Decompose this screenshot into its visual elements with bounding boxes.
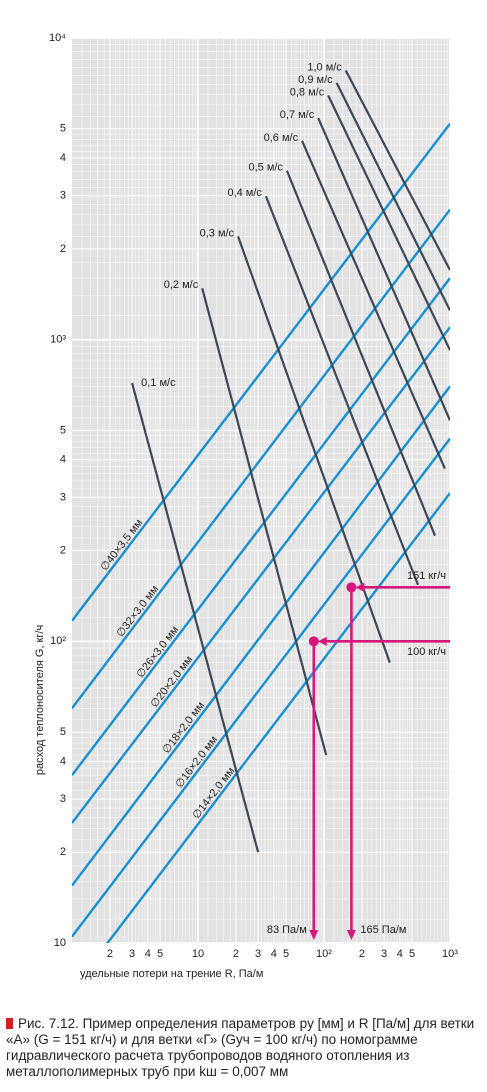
grid: [72, 37, 451, 944]
y-tick-label: 10⁴: [49, 32, 66, 44]
y-tick-label: 4: [60, 755, 66, 767]
velocity-line: [237, 236, 391, 663]
y-tick-label: 4: [60, 454, 66, 466]
velocity-label: 0,8 м/с: [290, 86, 325, 98]
y-tick-label: 5: [60, 726, 66, 738]
velocity-label: 0,2 м/с: [164, 279, 199, 291]
y-tick-label: 2: [60, 544, 66, 556]
pipe-line: [72, 122, 450, 622]
arrowhead: [317, 636, 327, 646]
y-axis-label: расход теплоносителя G, кг/ч: [34, 625, 46, 775]
x-tick-label: 10: [192, 948, 204, 960]
x-tick-label: 5: [283, 948, 289, 960]
y-tick-label: 10²: [50, 635, 66, 647]
x-tick-label: 5: [409, 948, 415, 960]
velocity-line: [317, 117, 450, 421]
x-tick-label: 3: [129, 948, 135, 960]
arrowhead: [346, 930, 356, 940]
velocity-label: 0,6 м/с: [264, 132, 299, 144]
x-tick-label: 3: [255, 948, 261, 960]
y-tick-label: 3: [60, 190, 66, 202]
example-point: [308, 636, 319, 647]
x-tick-label: 5: [157, 948, 163, 960]
pipe-line: [106, 492, 450, 943]
y-tick-label: 3: [60, 793, 66, 805]
velocity-line: [131, 382, 260, 853]
chart: 2 3 4 5 10 2 3 4 5 10² 2 3 4 5 10³10234510²234510³2345…: [34, 32, 458, 980]
x-tick-label: 4: [397, 948, 403, 960]
velocity-label: 0,9 м/с: [298, 74, 333, 86]
pipe-line: [72, 385, 450, 887]
velocity-label: 0,4 м/с: [227, 187, 262, 199]
velocity-label: 0,3 м/с: [200, 227, 235, 239]
y-tick-label: 5: [60, 424, 66, 436]
pipe-line: [72, 437, 450, 938]
pipe-line: [72, 208, 450, 709]
y-tick-label: 4: [60, 152, 66, 164]
example-y-label: 100 кг/ч: [407, 646, 446, 658]
arrowhead: [309, 930, 319, 940]
y-tick-label: 2: [60, 846, 66, 858]
x-tick-label: 3: [381, 948, 387, 960]
plot-background: [72, 38, 450, 943]
velocity-line: [201, 288, 328, 756]
pipe-line: [72, 277, 450, 776]
pipe-line: [72, 326, 450, 824]
x-axis-label: удельные потери на трение R, Па/м: [80, 968, 263, 980]
x-tick-label: 4: [145, 948, 151, 960]
y-tick-label: 10³: [50, 334, 66, 346]
x-tick-label: 2: [359, 948, 365, 960]
velocity-label: 0,5 м/с: [248, 162, 283, 174]
velocity-label: 0,7 м/с: [280, 109, 315, 121]
velocity-line: [301, 140, 446, 469]
velocity-label: 0,1 м/с: [141, 377, 176, 389]
x-tick-label: 2: [107, 948, 113, 960]
velocity-line: [285, 170, 437, 537]
x-tick-label: 10²: [316, 948, 332, 960]
velocity-line: [344, 70, 450, 271]
velocity-label: 1,0 м/с: [307, 61, 342, 73]
x-tick-label: 2: [233, 948, 239, 960]
example-x-label: 83 Па/м: [267, 924, 307, 936]
y-tick-label: 5: [60, 123, 66, 135]
velocity-line: [264, 195, 420, 586]
velocity-line: [327, 94, 450, 351]
example-point: [346, 582, 357, 593]
velocity-line: [335, 82, 450, 311]
caption-marker: [6, 1018, 13, 1029]
y-tick-label: 10: [54, 937, 66, 949]
example-x-label: 165 Па/м: [360, 924, 406, 936]
y-tick-label: 3: [60, 491, 66, 503]
x-tick-label: 4: [271, 948, 277, 960]
plot-marks: [72, 70, 450, 943]
caption-text: Рис. 7.12. Пример определения параметров…: [6, 1016, 475, 1079]
caption: Рис. 7.12. Пример определения параметров…: [6, 1016, 480, 1080]
example-y-label: 151 кг/ч: [407, 570, 446, 582]
x-tick-label: 10³: [442, 948, 458, 960]
arrowhead: [355, 582, 365, 592]
y-tick-label: 2: [60, 243, 66, 255]
